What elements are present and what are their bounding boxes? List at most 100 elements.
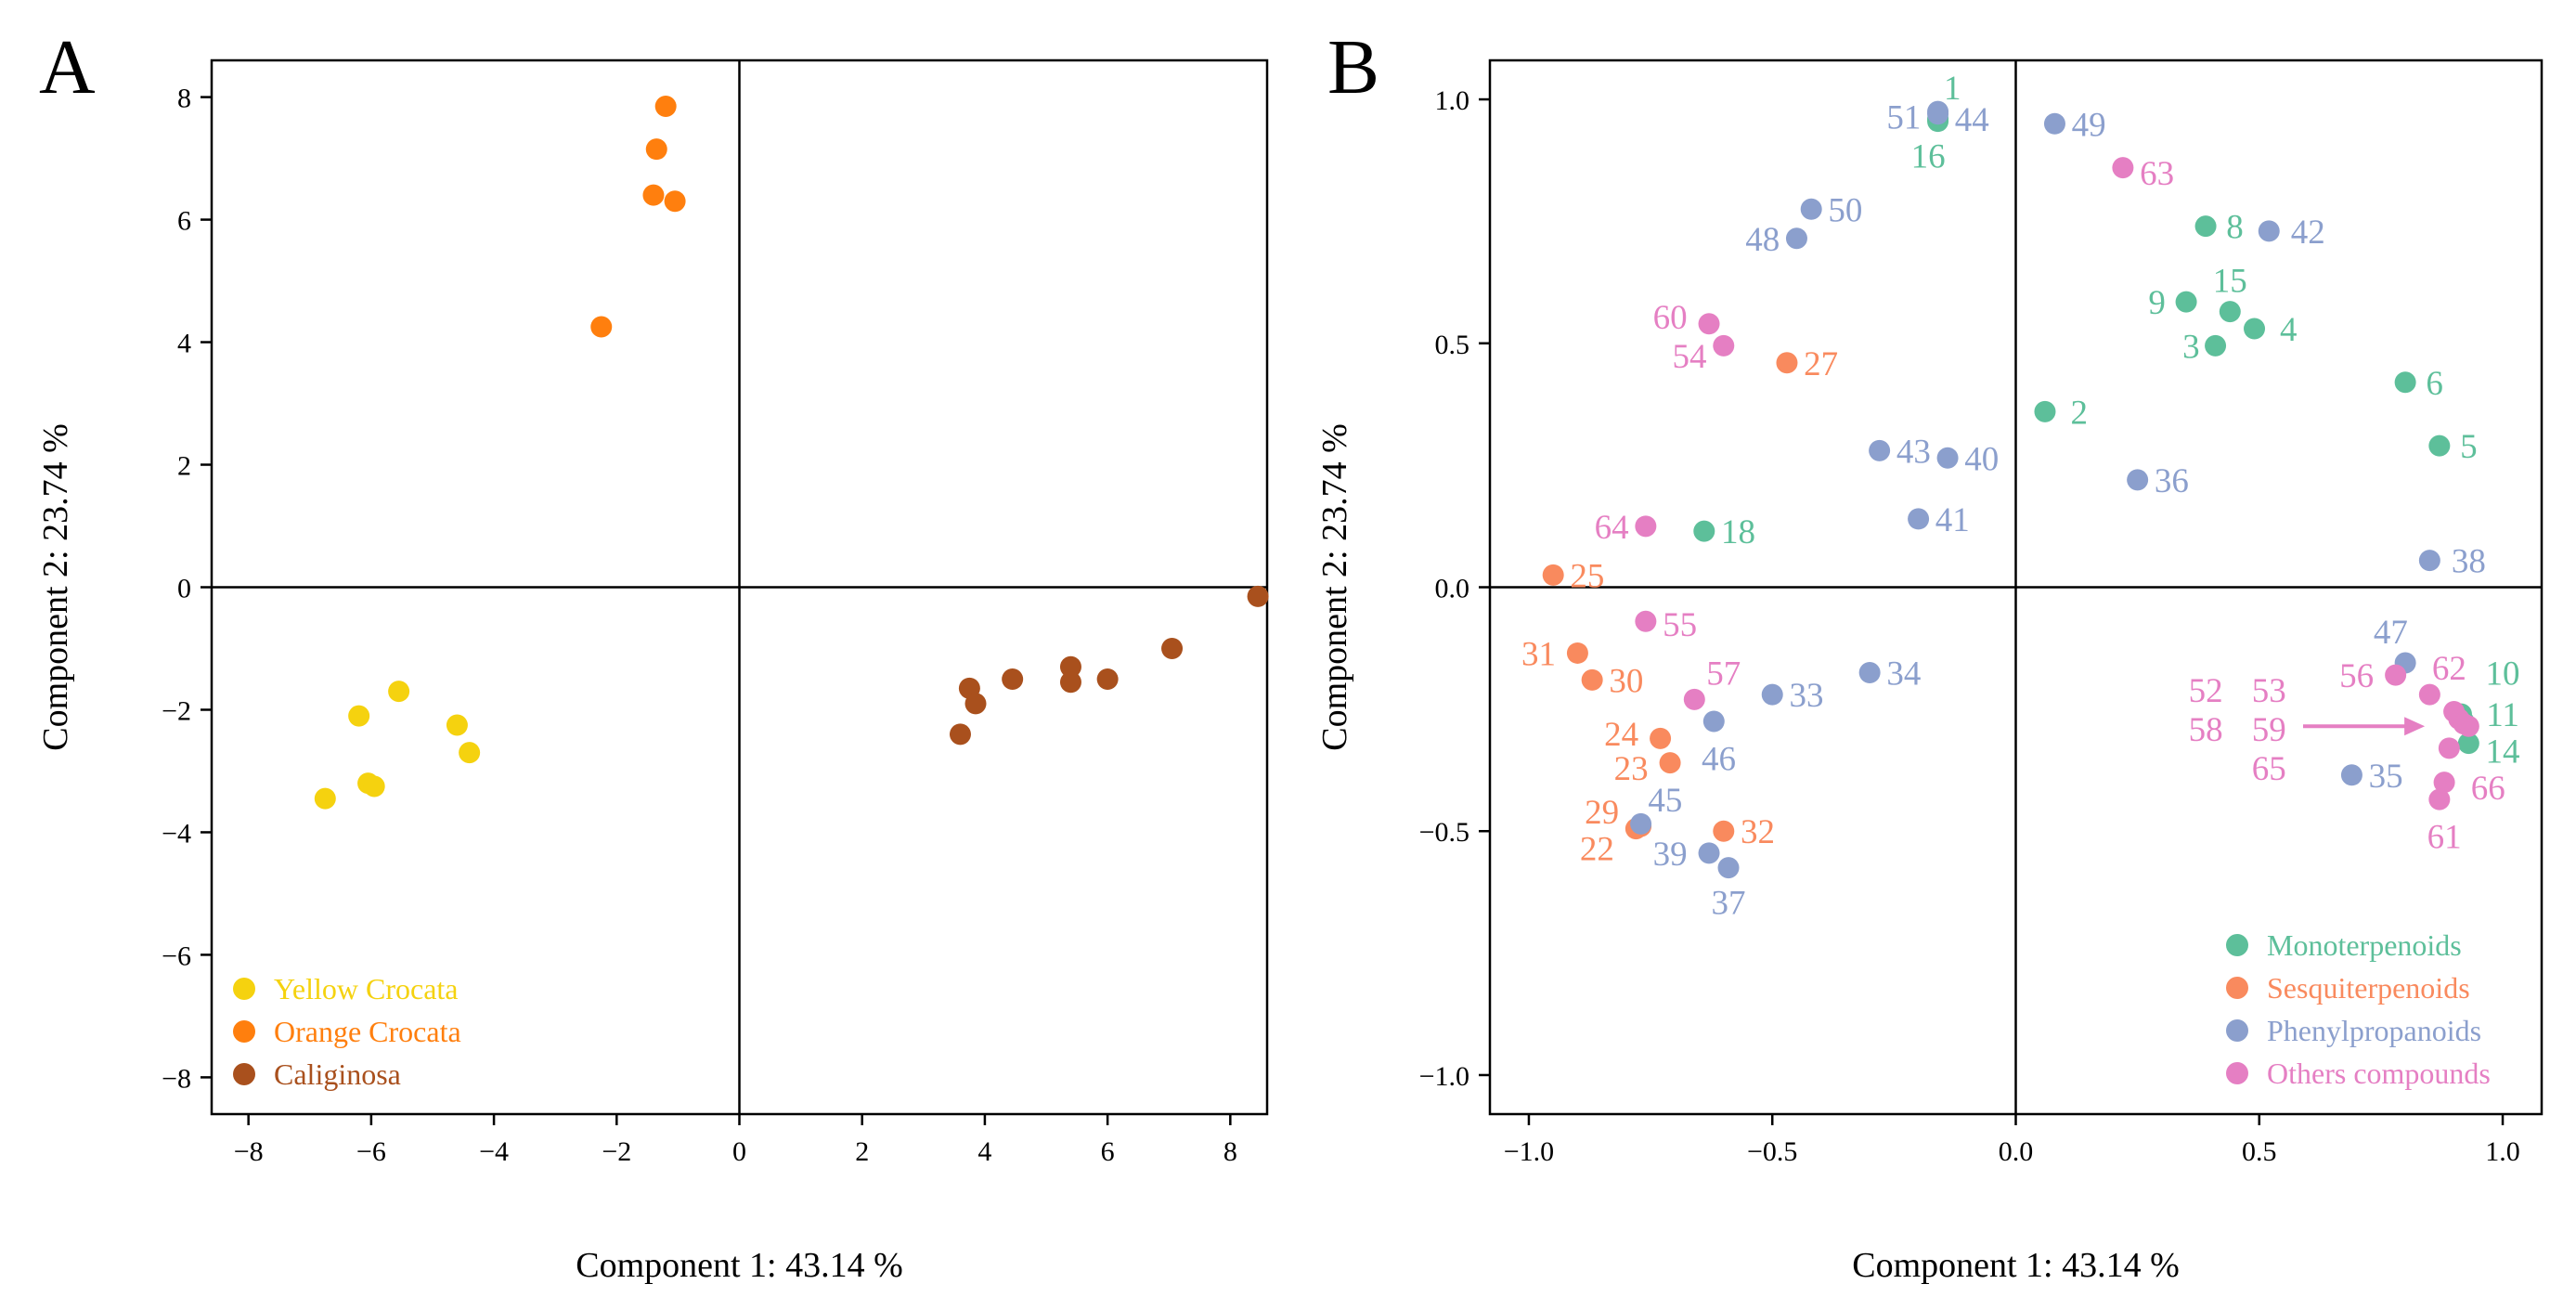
point-label-33: 33 bbox=[1789, 677, 1823, 715]
data-point-38 bbox=[2418, 550, 2440, 572]
point-label-66: 66 bbox=[2471, 770, 2505, 808]
data-point bbox=[1161, 637, 1184, 659]
data-point-6 bbox=[2394, 371, 2416, 394]
data-point-8 bbox=[2194, 215, 2217, 238]
data-point-54 bbox=[1713, 334, 1735, 357]
point-label-50: 50 bbox=[1828, 191, 1862, 229]
point-label-61: 61 bbox=[2427, 818, 2462, 856]
data-point-57 bbox=[1683, 688, 1705, 710]
data-point-33 bbox=[1761, 683, 1783, 706]
legend-marker-caliginosa bbox=[233, 1063, 255, 1085]
data-point-48 bbox=[1785, 227, 1807, 250]
legend-marker-yellow-crocata bbox=[233, 978, 255, 1000]
y-tick-label: −1.0 bbox=[1419, 1061, 1469, 1092]
legend: Yellow Crocata Orange Crocata Caliginosa bbox=[233, 972, 461, 1091]
point-label-47: 47 bbox=[2374, 614, 2408, 652]
x-tick-label: −6 bbox=[356, 1136, 386, 1167]
y-tick-label: 4 bbox=[177, 329, 191, 359]
point-label-32: 32 bbox=[1741, 813, 1775, 851]
point-label-64: 64 bbox=[1595, 509, 1629, 547]
data-point-64 bbox=[1635, 515, 1657, 538]
panel-letter: A bbox=[39, 24, 96, 110]
data-point-14 bbox=[2457, 733, 2479, 755]
y-tick-label: 0 bbox=[177, 574, 191, 604]
data-point bbox=[1096, 668, 1119, 690]
data-point bbox=[1002, 668, 1024, 690]
legend-label-orange-crocata: Orange Crocata bbox=[274, 1015, 461, 1048]
legend-label-yellow-crocata: Yellow Crocata bbox=[274, 972, 459, 1005]
y-axis-label: Component 2: 23.74 % bbox=[36, 423, 75, 751]
data-point bbox=[645, 138, 667, 161]
point-label-54: 54 bbox=[1673, 338, 1707, 376]
x-tick-label: −0.5 bbox=[1747, 1136, 1797, 1167]
legend-marker-sesquiterpenoids bbox=[2226, 977, 2248, 999]
data-point bbox=[459, 742, 481, 764]
point-label-62: 62 bbox=[2432, 650, 2466, 688]
y-tick-label: −2 bbox=[162, 695, 191, 726]
data-point-56 bbox=[2385, 664, 2407, 686]
x-tick-label: −4 bbox=[479, 1136, 509, 1167]
data-point bbox=[1059, 655, 1081, 678]
data-point-27 bbox=[1776, 352, 1798, 374]
data-point bbox=[388, 681, 410, 703]
legend-label-monoterpenoids: Monoterpenoids bbox=[2267, 928, 2462, 962]
series-orange-crocata bbox=[590, 95, 686, 338]
panel-b: −1.0 −0.5 0.0 0.5 1.0 −1.0 −0.5 0.0 0.5 1.0 Compon… bbox=[1315, 24, 2544, 1285]
data-point-37 bbox=[1717, 857, 1740, 879]
x-axis-label: Component 1: 43.14 % bbox=[1852, 1246, 2180, 1285]
data-point-4 bbox=[2244, 318, 2266, 340]
data-point bbox=[949, 723, 971, 746]
point-label-49: 49 bbox=[2072, 106, 2106, 144]
data-point-25 bbox=[1542, 564, 1564, 586]
point-label-41: 41 bbox=[1935, 501, 1970, 539]
point-label-11: 11 bbox=[2486, 696, 2519, 734]
data-point-36 bbox=[2127, 469, 2149, 491]
data-point-50 bbox=[1800, 198, 1822, 220]
point-label-24: 24 bbox=[1604, 716, 1638, 754]
y-tick-label: 8 bbox=[177, 84, 191, 114]
point-label-30: 30 bbox=[1609, 662, 1643, 700]
point-label-44: 44 bbox=[1955, 101, 1989, 139]
y-tick-label: 2 bbox=[177, 451, 191, 482]
point-label-45: 45 bbox=[1648, 782, 1682, 820]
y-tick-label: 6 bbox=[177, 206, 191, 237]
point-label-27: 27 bbox=[1804, 345, 1838, 383]
data-point bbox=[664, 190, 686, 213]
point-label-38: 38 bbox=[2452, 543, 2486, 581]
point-label-65: 65 bbox=[2252, 750, 2286, 788]
data-point-24 bbox=[1650, 727, 1672, 749]
data-point-62 bbox=[2418, 683, 2440, 706]
data-point-40 bbox=[1936, 447, 1959, 469]
legend-marker-others-compounds bbox=[2226, 1062, 2248, 1084]
point-label-63: 63 bbox=[2140, 155, 2174, 193]
series-caliginosa bbox=[949, 585, 1269, 746]
series-phenylpropanoids bbox=[1630, 100, 2440, 879]
point-label-52: 52 bbox=[2189, 672, 2223, 710]
point-label-5: 5 bbox=[2460, 428, 2478, 466]
data-point bbox=[363, 775, 385, 798]
x-tick-label: 6 bbox=[1101, 1136, 1115, 1167]
y-tick-label: −0.5 bbox=[1419, 817, 1469, 848]
data-point bbox=[654, 95, 677, 117]
panel-letter: B bbox=[1327, 24, 1379, 110]
data-point-42 bbox=[2258, 220, 2280, 242]
data-point bbox=[642, 184, 665, 206]
point-label-40: 40 bbox=[1964, 440, 1999, 478]
x-tick-label: 8 bbox=[1223, 1136, 1237, 1167]
data-point-15 bbox=[2219, 301, 2241, 323]
data-point-59 bbox=[2457, 715, 2479, 737]
legend: Monoterpenoids Sesquiterpenoids Phenylprop… bbox=[2226, 928, 2491, 1090]
data-point-43 bbox=[1869, 439, 1891, 461]
point-label-55: 55 bbox=[1663, 606, 1697, 644]
data-point-66 bbox=[2433, 772, 2455, 794]
point-label-39: 39 bbox=[1653, 836, 1688, 874]
point-label-59: 59 bbox=[2252, 711, 2286, 749]
point-label-56: 56 bbox=[2339, 657, 2374, 695]
y-tick-label: −6 bbox=[162, 940, 191, 971]
pointer-arrow-head bbox=[2404, 717, 2426, 736]
point-label-57: 57 bbox=[1706, 655, 1741, 693]
data-point-41 bbox=[1908, 508, 1930, 530]
data-point-63 bbox=[2112, 157, 2134, 179]
point-label-23: 23 bbox=[1614, 750, 1649, 788]
